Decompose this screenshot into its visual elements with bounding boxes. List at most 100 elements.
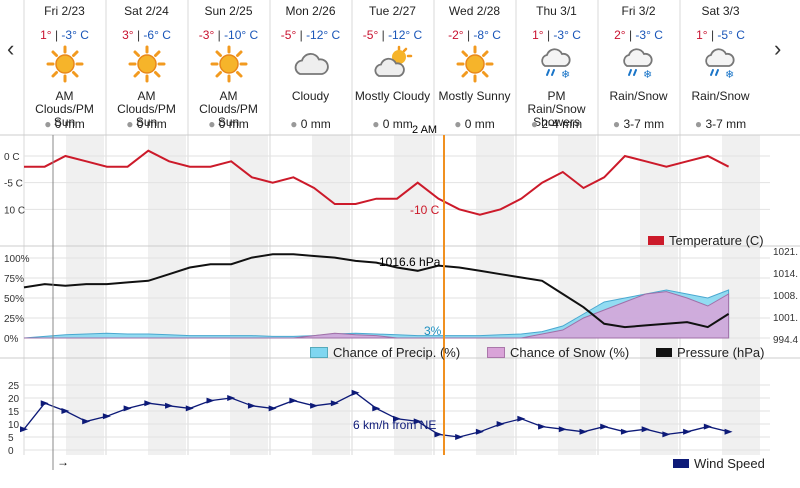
wind-direction-arrow (289, 397, 298, 404)
day-low: -3° C (635, 28, 663, 42)
prev-arrow[interactable]: ‹ (7, 36, 15, 61)
wind-direction-arrow (517, 415, 526, 422)
temp-tick-label: 10 C (4, 205, 25, 216)
pct-tick-label: 25% (4, 314, 24, 325)
day-column[interactable]: Sat 2/24 3° | -6° C AM Clouds/PM Sun ● 0 mm (106, 0, 187, 135)
rain-snow-icon: ❄ (537, 44, 577, 84)
temp-separator: | (299, 28, 303, 42)
sun-icon (45, 44, 85, 84)
day-temps: -5° | -12° C (270, 28, 351, 42)
wind-direction-arrow (558, 426, 567, 433)
raindrop-icon: ● (208, 117, 216, 131)
day-temps: -5° | -12° C (352, 28, 433, 42)
wind-tick-label: 20 (8, 394, 20, 405)
day-low: -5° C (717, 28, 745, 42)
night-band (476, 135, 514, 455)
wind-direction-arrow (662, 431, 671, 438)
wind-direction-arrow (455, 434, 464, 440)
day-precip-amount: 0 mm (464, 117, 495, 131)
legend-swatch-wind (673, 459, 689, 468)
day-temps: 2° | -3° C (598, 28, 679, 42)
wind-direction-arrow (268, 405, 277, 412)
pressure-line (23, 253, 730, 329)
day-column[interactable]: Fri 3/2 2° | -3° C ❄ Rain/Snow ● 3-7 mm (598, 0, 679, 135)
day-column[interactable]: Mon 2/26 -5° | -12° C Cloudy ● 0 mm (270, 0, 351, 135)
wind-tick-label: 0 (8, 446, 14, 457)
wind-direction-arrow (434, 431, 443, 438)
day-condition: Mostly Cloudy (354, 89, 431, 103)
day-precip: ● 0 mm (24, 117, 105, 131)
wind-direction-arrow (61, 408, 70, 414)
day-name: Sat 3/3 (701, 4, 740, 18)
temp-separator: | (217, 28, 221, 42)
day-low: -3° C (61, 28, 89, 42)
temp-separator: | (710, 28, 715, 42)
wind-direction-arrow (641, 426, 650, 433)
sun-icon (455, 44, 495, 84)
day-low: -3° C (553, 28, 581, 42)
day-condition: AM Clouds/PM Sun (35, 89, 94, 129)
wind-direction-arrow (600, 423, 609, 430)
temp-separator: | (381, 28, 385, 42)
pct-tick-label: 100% (4, 254, 30, 265)
day-high: 1° (532, 28, 544, 42)
next-arrow[interactable]: › (774, 36, 782, 61)
day-condition: Rain/Snow (609, 89, 668, 103)
day-name: Thu 3/1 (536, 4, 577, 18)
day-column[interactable]: Tue 2/27 -5° | -12° C Mostly Cloudy ● 0 mm (352, 0, 433, 135)
temp-separator: | (628, 28, 633, 42)
legend-wind: Wind Speed (673, 456, 765, 471)
pressure-tick-label: 1021. (773, 247, 798, 258)
wind-tick-label: 15 (8, 407, 20, 418)
day-column[interactable]: Thu 3/1 1° | -3° C ❄ PM Rain/Snow Showers ● … (516, 0, 597, 135)
day-column[interactable]: Wed 2/28 -2° | -8° C Mostly Sunny ● 0 mm (434, 0, 515, 135)
day-condition: Rain/Snow (691, 89, 750, 103)
sun-icon (209, 44, 249, 84)
day-name: Wed 2/28 (448, 4, 501, 18)
rain-snow-icon: ❄ (701, 44, 741, 84)
wind-direction-arrow (496, 421, 505, 427)
wind-direction-arrow (393, 415, 401, 422)
partly-cloudy-icon (373, 44, 413, 84)
legend-label-precip: Chance of Precip. (%) (333, 345, 461, 360)
start-arrow: → (57, 455, 69, 469)
wind-direction-arrow (247, 402, 256, 409)
day-precip: ● 0 mm (434, 117, 515, 131)
pct-tick-label: 75% (4, 274, 24, 285)
day-precip: ● 3-7 mm (680, 117, 761, 131)
day-condition: AM Clouds/PM Sun (117, 89, 176, 129)
day-precip-amount: 0 mm (300, 117, 331, 131)
wind-direction-arrow (538, 423, 547, 430)
day-precip-amount: 2-4 mm (541, 117, 583, 131)
day-high: -2° (448, 28, 464, 42)
day-precip-amount: 3-7 mm (705, 117, 747, 131)
day-high: -5° (280, 28, 297, 42)
day-column[interactable]: Sun 2/25 -3° | -10° C AM Clouds/PM Sun ● 0 … (188, 0, 269, 135)
temperature-line (24, 149, 730, 216)
svg-text:❄: ❄ (643, 68, 652, 81)
day-column[interactable]: Sat 3/3 1° | -5° C ❄ Rain/Snow ● 3-7 mm (680, 0, 761, 135)
wind-tick-label: 10 (8, 420, 20, 431)
day-temps: -2° | -8° C (434, 28, 515, 42)
wind-direction-arrow (227, 395, 236, 401)
day-condition: PM Rain/Snow Showers (527, 89, 586, 129)
day-name: Tue 2/27 (369, 4, 416, 18)
legend-swatch-temperature (648, 236, 664, 245)
wind-direction-arrow (330, 400, 339, 407)
day-condition: AM Clouds/PM Sun (199, 89, 258, 129)
raindrop-icon: ● (454, 117, 462, 131)
cursor-wind-label: 6 km/h from NE (353, 418, 437, 432)
raindrop-icon: ● (44, 117, 52, 131)
day-high: 2° (614, 28, 626, 42)
day-column[interactable]: Fri 2/23 1° | -3° C AM Clouds/PM Sun ● 0 mm (24, 0, 105, 135)
legend-swatch-pressure (656, 348, 672, 357)
snow-area (24, 291, 730, 339)
cursor-time-label: 2 AM (412, 124, 438, 136)
cursor-precip-label: 3% (424, 324, 442, 338)
day-precip: ● 0 mm (188, 117, 269, 131)
day-name: Sat 2/24 (124, 4, 169, 18)
wind-direction-arrow (310, 402, 319, 409)
day-precip: ● 0 mm (106, 117, 187, 131)
wind-direction-arrow (703, 423, 712, 430)
